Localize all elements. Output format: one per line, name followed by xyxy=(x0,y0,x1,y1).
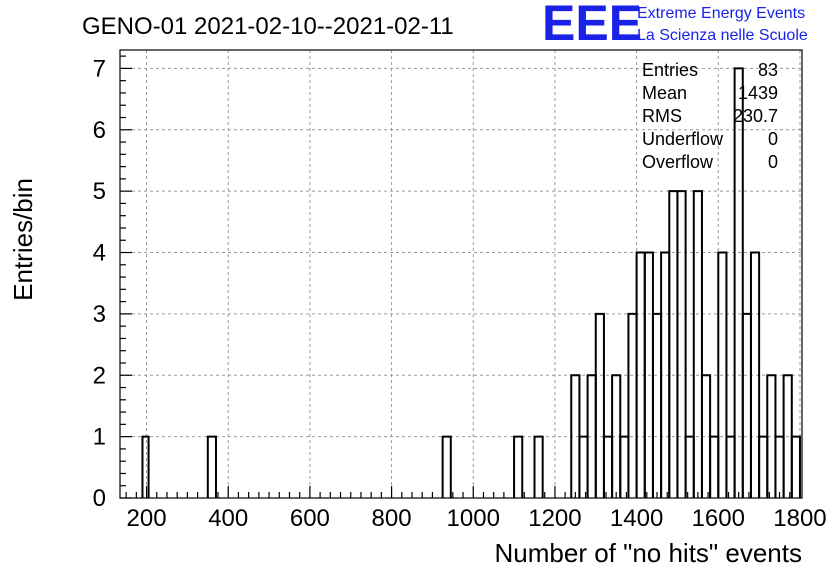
y-tick-label: 7 xyxy=(93,55,106,82)
x-tick-label: 200 xyxy=(127,505,167,532)
y-tick-label: 6 xyxy=(93,117,106,144)
eee-logo: EEE Extreme Energy Events La Scienza nel… xyxy=(542,0,808,51)
eee-logo-line2: La Scienza nelle Scuole xyxy=(637,27,808,44)
stat-label-mean: Mean xyxy=(642,83,687,103)
histogram-bin-27 xyxy=(749,251,761,498)
histogram-bin-23 xyxy=(717,251,728,498)
histogram-bin-32 xyxy=(790,435,801,498)
x-axis-label: Number of "no hits" events xyxy=(495,538,803,568)
y-axis-label: Entries/bin xyxy=(8,178,38,301)
histogram-bin-18 xyxy=(676,190,687,498)
histogram-bars xyxy=(141,67,801,498)
eee-logo-line1: Extreme Energy Events xyxy=(637,5,805,22)
histogram-bin-4 xyxy=(533,435,544,498)
x-tick-label: 1000 xyxy=(447,505,500,532)
stat-value-entries: 83 xyxy=(758,60,778,80)
histogram-bin-0 xyxy=(141,435,150,498)
y-tick-label: 0 xyxy=(93,485,106,512)
plot-frame xyxy=(119,49,803,499)
y-tick-label: 1 xyxy=(93,424,106,451)
tick-labels: 200 400 600 800 1000 1200 1400 1600 1800 0 1 2 3 4 5 6 7 xyxy=(93,55,827,532)
eee-logo-mark: EEE xyxy=(542,0,642,51)
x-tick-label: 1800 xyxy=(773,505,826,532)
y-tick-label: 2 xyxy=(93,362,106,389)
x-tick-label: 1400 xyxy=(610,505,663,532)
stat-label-rms: RMS xyxy=(642,106,682,126)
histogram-bin-3 xyxy=(513,435,524,498)
x-tick-label: 800 xyxy=(372,505,412,532)
stat-label-overflow: Overflow xyxy=(642,152,714,172)
stat-label-entries: Entries xyxy=(642,60,698,80)
chart-title: GENO-01 2021-02-10--2021-02-11 xyxy=(82,13,454,40)
y-tick-label: 5 xyxy=(93,178,106,205)
histogram-bin-2 xyxy=(441,435,452,498)
stat-value-mean: 1439 xyxy=(738,83,778,103)
x-tick-label: 400 xyxy=(208,505,248,532)
stat-value-overflow: 0 xyxy=(768,152,778,172)
stat-value-rms: 230.7 xyxy=(733,106,778,126)
axes xyxy=(119,49,803,499)
stat-label-underflow: Underflow xyxy=(642,129,724,149)
histogram-bin-25 xyxy=(733,67,744,498)
x-tick-label: 1200 xyxy=(528,505,581,532)
y-tick-label: 3 xyxy=(93,301,106,328)
x-tick-label: 1600 xyxy=(692,505,745,532)
y-tick-label: 4 xyxy=(93,240,106,267)
stat-value-underflow: 0 xyxy=(768,129,778,149)
stats-box: Entries 83 Mean 1439 RMS 230.7 Underflow 0 Overf… xyxy=(642,60,778,172)
histogram-bin-8 xyxy=(594,312,605,498)
grid xyxy=(120,50,802,498)
x-tick-label: 600 xyxy=(290,505,330,532)
histogram-bin-20 xyxy=(692,190,703,498)
histogram-bin-1 xyxy=(206,435,217,498)
